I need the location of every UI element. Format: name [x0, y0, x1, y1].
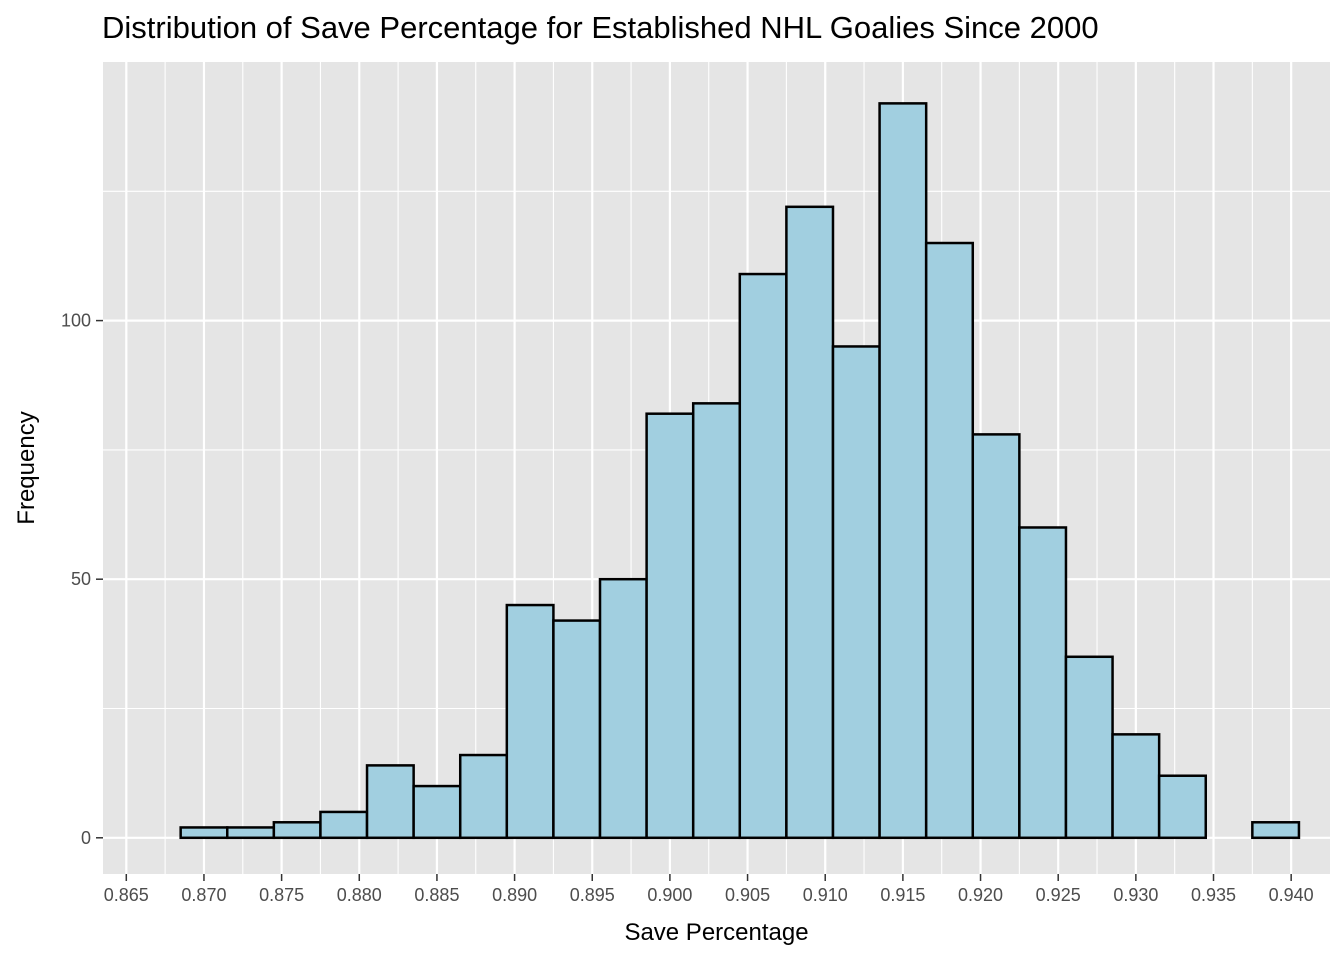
y-tick-label: 50 — [71, 569, 91, 589]
x-tick-label: 0.875 — [259, 885, 304, 905]
x-tick-label: 0.880 — [337, 885, 382, 905]
histogram-bar — [319, 810, 369, 840]
histogram-bars — [179, 102, 1301, 840]
histogram-bar — [272, 821, 322, 840]
x-tick-label: 0.940 — [1269, 885, 1314, 905]
histogram-bar — [691, 402, 742, 840]
y-axis-title: Frequency — [13, 411, 40, 524]
x-tick-label: 0.870 — [181, 885, 226, 905]
histogram-bar — [1251, 821, 1301, 840]
x-tick-label: 0.930 — [1113, 885, 1158, 905]
x-tick-label: 0.910 — [803, 885, 848, 905]
x-tick-label: 0.935 — [1191, 885, 1236, 905]
x-tick-label: 0.920 — [958, 885, 1003, 905]
x-tick-label: 0.895 — [570, 885, 615, 905]
histogram-bar — [785, 205, 835, 840]
histogram-bar — [738, 272, 788, 840]
x-tick-label: 0.925 — [1036, 885, 1081, 905]
x-axis-title: Save Percentage — [624, 919, 808, 946]
histogram-bar — [1111, 733, 1161, 840]
histogram-bar — [458, 753, 509, 840]
x-tick-label: 0.865 — [104, 885, 149, 905]
histogram-bar — [598, 577, 648, 840]
histogram-bar — [179, 826, 229, 840]
histogram-bar — [226, 826, 276, 840]
x-tick-label: 0.905 — [725, 885, 770, 905]
chart-title: Distribution of Save Percentage for Esta… — [102, 10, 1099, 45]
histogram-bar — [505, 603, 555, 840]
histogram-bar — [412, 784, 462, 840]
histogram-bar — [365, 764, 415, 840]
x-tick-label: 0.915 — [880, 885, 925, 905]
histogram-bar — [831, 345, 881, 840]
histogram-bar — [645, 412, 695, 840]
x-tick-label: 0.900 — [647, 885, 692, 905]
histogram-bar — [1064, 655, 1114, 840]
histogram-bar — [1018, 526, 1068, 840]
y-axis: 0 50 100 — [61, 311, 103, 848]
histogram-bar — [924, 241, 975, 840]
histogram-bar — [971, 433, 1021, 840]
histogram-bar — [552, 619, 602, 840]
histogram-bar — [878, 102, 928, 840]
x-tick-label: 0.890 — [492, 885, 537, 905]
y-tick-label: 100 — [61, 311, 91, 331]
x-axis: 0.865 0.870 0.875 0.880 0.885 0.890 0.895 0.900… — [104, 874, 1314, 905]
histogram-bar — [1157, 774, 1207, 840]
y-tick-label: 0 — [81, 828, 91, 848]
x-tick-label: 0.885 — [414, 885, 459, 905]
